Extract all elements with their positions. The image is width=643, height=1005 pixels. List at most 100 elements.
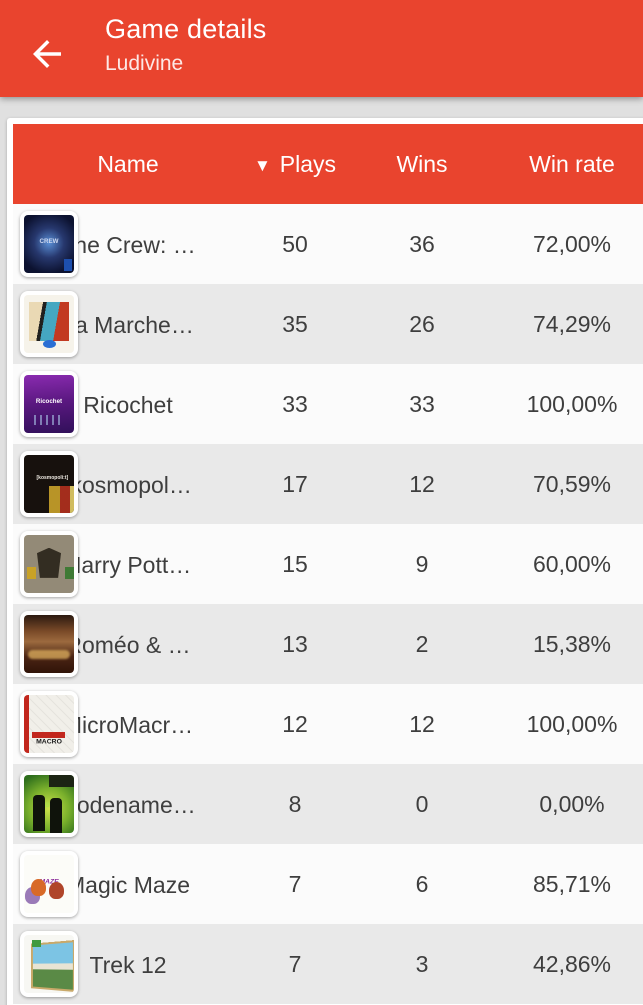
- wins-value: 3: [415, 950, 429, 977]
- table-body: CREW The Crew: … 50 36 72,00% La Marche……: [13, 204, 643, 1004]
- the-crew-box-art: CREW: [24, 215, 74, 273]
- game-name-cell: Roméo & …: [13, 604, 243, 684]
- game-name-cell: Harry Pott…: [13, 524, 243, 604]
- winrate-value: 60,00%: [532, 550, 611, 577]
- wins-value: 33: [409, 390, 435, 417]
- plays-value: 17: [282, 470, 308, 497]
- plays-value: 12: [282, 710, 308, 737]
- column-header-plays-label: Plays: [279, 150, 337, 177]
- game-name: La Marche…: [62, 312, 194, 339]
- table-row[interactable]: MAZE Magic Maze 7 6 85,71%: [13, 844, 643, 924]
- table-row[interactable]: [kosmopoli:t] [kosmopol… 17 12 70,59%: [13, 444, 643, 524]
- game-name-cell: [kosmopoli:t] [kosmopol…: [13, 444, 243, 524]
- trek-12-box-art: [24, 935, 74, 993]
- game-name-cell: DUET Codename…: [13, 764, 243, 844]
- game-name-cell: MACRO MicroMacr…: [13, 684, 243, 764]
- sort-desc-icon: ▼: [253, 155, 271, 175]
- game-name-cell: MAZE Magic Maze: [13, 844, 243, 924]
- winrate-value: 15,38%: [532, 630, 611, 657]
- plays-value: 35: [282, 310, 308, 337]
- games-table-card: Name ▼ Plays Wins Win rate CREW The Crew:…: [7, 118, 643, 1005]
- table-row[interactable]: CREW The Crew: … 50 36 72,00%: [13, 204, 643, 284]
- game-thumbnail: [20, 531, 78, 597]
- plays-value: 50: [282, 230, 308, 257]
- game-name: Codename…: [60, 792, 196, 819]
- romeo-et-juliette-box-art: [24, 615, 74, 673]
- column-header-wins[interactable]: Wins: [396, 150, 448, 177]
- plays-value: 7: [288, 870, 302, 897]
- box-art-title-text: CREW: [39, 238, 59, 245]
- kosmopolit-box-art: [kosmopoli:t]: [24, 455, 74, 513]
- table-row[interactable]: Ricochet Ricochet 33 33 100,00%: [13, 364, 643, 444]
- game-name: Trek 12: [89, 952, 167, 979]
- column-header-name[interactable]: Name: [97, 150, 159, 177]
- micromacro-box-art: MACRO: [24, 695, 74, 753]
- winrate-value: 72,00%: [532, 230, 611, 257]
- box-art-title-text: DUET: [45, 802, 63, 809]
- game-name: [kosmopol…: [64, 472, 192, 499]
- column-header-winrate[interactable]: Win rate: [529, 150, 615, 177]
- wins-value: 0: [415, 790, 429, 817]
- page-title: Game details: [105, 14, 267, 44]
- game-thumbnail: [20, 931, 78, 997]
- game-thumbnail: DUET: [20, 771, 78, 837]
- game-thumbnail: CREW: [20, 211, 78, 277]
- wins-value: 12: [409, 710, 435, 737]
- box-art-title-text: MACRO: [36, 738, 62, 746]
- plays-value: 33: [282, 390, 308, 417]
- winrate-value: 42,86%: [532, 950, 611, 977]
- table-row[interactable]: Harry Pott… 15 9 60,00%: [13, 524, 643, 604]
- winrate-value: 85,71%: [532, 870, 611, 897]
- plays-value: 13: [282, 630, 308, 657]
- table-row[interactable]: La Marche… 35 26 74,29%: [13, 284, 643, 364]
- wins-value: 12: [409, 470, 435, 497]
- game-thumbnail: [20, 291, 78, 357]
- plays-value: 15: [282, 550, 308, 577]
- game-thumbnail: [20, 611, 78, 677]
- ricochet-box-art: Ricochet: [24, 375, 74, 433]
- table-row[interactable]: DUET Codename… 8 0 0,00%: [13, 764, 643, 844]
- game-name: Roméo & …: [65, 632, 191, 659]
- plays-value: 8: [288, 790, 302, 817]
- game-thumbnail: Ricochet: [20, 371, 78, 437]
- harry-potter-box-art: [24, 535, 74, 593]
- table-row[interactable]: Trek 12 7 3 42,86%: [13, 924, 643, 1004]
- box-art-title-text: [kosmopoli:t]: [36, 475, 69, 481]
- game-thumbnail: MACRO: [20, 691, 78, 757]
- wins-value: 9: [415, 550, 429, 577]
- box-art-title-text: Ricochet: [35, 398, 63, 405]
- wins-value: 6: [415, 870, 429, 897]
- winrate-value: 100,00%: [526, 710, 618, 737]
- game-name: Harry Pott…: [64, 552, 192, 579]
- game-thumbnail: MAZE: [20, 851, 78, 917]
- winrate-value: 0,00%: [539, 790, 605, 817]
- arrow-left-icon: [26, 33, 68, 78]
- winrate-value: 74,29%: [532, 310, 611, 337]
- column-header-plays[interactable]: ▼ Plays: [243, 151, 347, 178]
- game-name: Ricochet: [83, 392, 173, 419]
- game-name-cell: CREW The Crew: …: [13, 204, 243, 284]
- wins-value: 36: [409, 230, 435, 257]
- magic-maze-box-art: MAZE: [24, 855, 74, 913]
- app-bar: Game details Ludivine: [0, 0, 643, 97]
- wins-value: 26: [409, 310, 435, 337]
- winrate-value: 100,00%: [526, 390, 618, 417]
- game-name: Magic Maze: [66, 872, 190, 899]
- game-name-cell: La Marche…: [13, 284, 243, 364]
- codenames-duet-box-art: DUET: [24, 775, 74, 833]
- game-thumbnail: [kosmopoli:t]: [20, 451, 78, 517]
- plays-value: 7: [288, 950, 302, 977]
- wins-value: 2: [415, 630, 429, 657]
- table-row[interactable]: Roméo & … 13 2 15,38%: [13, 604, 643, 684]
- winrate-value: 70,59%: [532, 470, 611, 497]
- box-art-title-text: MAZE: [39, 878, 59, 886]
- table-row[interactable]: MACRO MicroMacr… 12 12 100,00%: [13, 684, 643, 764]
- game-name-cell: Trek 12: [13, 924, 243, 1004]
- back-button[interactable]: [24, 32, 70, 78]
- game-name-cell: Ricochet Ricochet: [13, 364, 243, 444]
- app-bar-titles: Game details Ludivine: [105, 12, 266, 77]
- table-header: Name ▼ Plays Wins Win rate: [13, 124, 643, 204]
- game-name: MicroMacr…: [62, 712, 194, 739]
- player-name-subtitle: Ludivine: [105, 52, 184, 75]
